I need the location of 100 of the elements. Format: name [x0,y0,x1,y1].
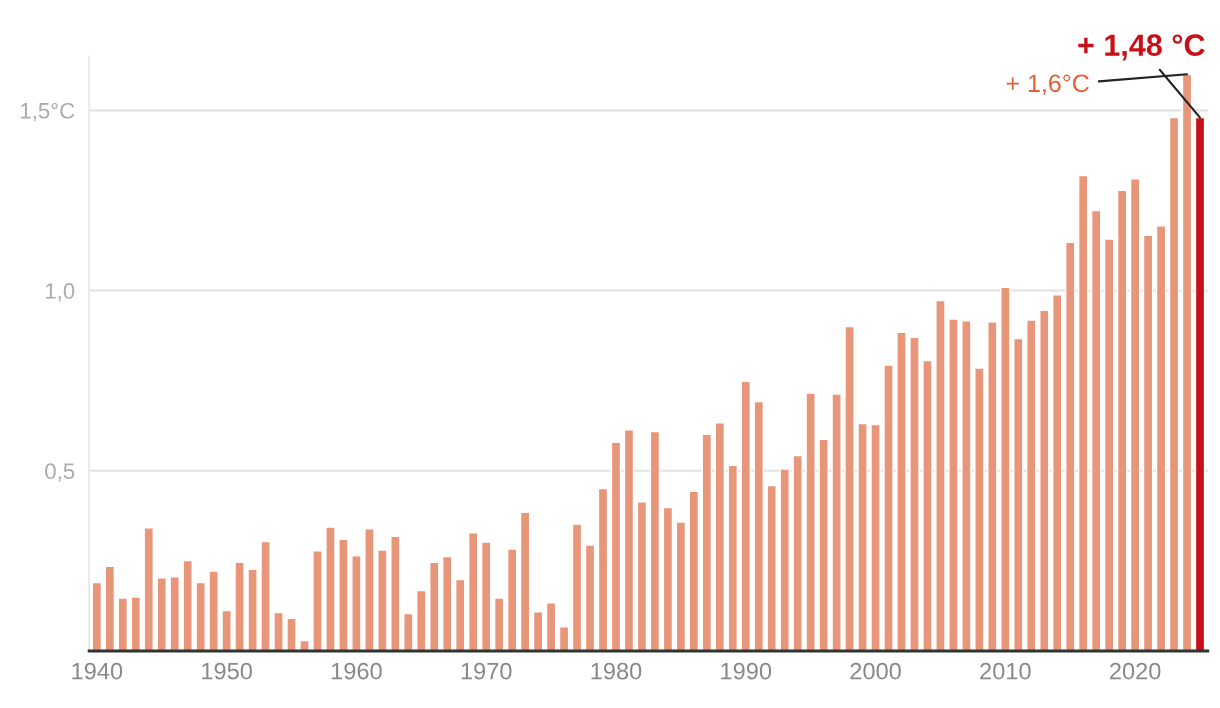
bar [935,299,946,652]
bar [1168,116,1180,652]
bar [325,526,336,652]
bar [792,454,803,652]
bar [1064,241,1076,652]
bar [390,535,401,652]
bar [909,336,920,652]
bar [740,380,752,652]
bar [286,617,297,652]
bar [649,430,661,652]
bar [273,611,284,652]
y-tick-label: 0,5 [45,463,75,482]
bar [338,538,349,652]
bar [961,320,972,652]
bar [1116,189,1128,652]
bar [857,422,868,652]
bar [558,626,570,652]
bar [467,532,479,652]
bar [1194,116,1206,652]
bar [403,612,414,652]
bar [571,523,583,652]
bar [1026,319,1037,652]
bar [351,555,362,652]
bar [636,501,648,652]
bar [260,540,271,652]
bar [247,568,258,652]
bar [1129,178,1141,652]
bar [818,438,829,652]
bar [182,559,193,652]
bar [584,544,596,652]
bar [1039,309,1050,652]
bar [221,609,232,652]
bar [532,611,544,652]
bar [104,565,116,652]
bar [1103,238,1115,652]
bar [156,577,167,652]
bar [701,433,713,652]
bar [377,549,388,652]
bar [987,321,998,652]
bar [870,423,881,652]
bar [779,468,790,652]
bar [922,359,933,652]
bar [896,331,907,652]
bar [662,506,674,652]
x-tick-label: 1970 [461,662,512,680]
bar [299,639,310,652]
x-tick-label: 2020 [1110,662,1161,680]
annotation: + 1,6°C [1006,74,1089,96]
bar [883,364,894,652]
x-tick-label: 1940 [72,662,123,680]
bar [1181,73,1193,652]
bar [1090,209,1102,652]
bar [1052,294,1063,652]
bar [1000,286,1011,652]
bar [429,561,440,652]
bar [442,555,453,652]
bar [545,602,557,652]
bar [714,422,726,652]
x-tick-label: 1960 [331,662,382,680]
bar [234,561,245,652]
y-tick-label: 1,0 [45,283,75,302]
y-tick-label: 1,5°C [21,102,75,122]
bar [1077,174,1089,652]
bar [688,490,700,652]
x-tick-label: 2010 [980,662,1031,680]
bar [753,400,764,652]
bar [831,393,842,652]
bar [480,541,492,652]
bar [948,318,959,652]
bar [455,578,466,652]
bar [844,325,855,652]
bar [208,570,219,652]
bar [195,581,206,652]
bar [974,367,985,652]
bar [493,597,505,652]
bar [597,487,609,652]
bar [312,550,323,652]
bar [623,429,635,652]
bar [766,484,777,652]
bar [727,464,739,652]
bar [675,521,687,652]
bar [610,441,622,652]
bar [117,597,129,652]
bar [416,589,427,652]
x-tick-label: 1950 [202,662,252,680]
x-tick-label: 1990 [721,662,772,680]
bar [506,548,518,652]
bar [364,528,375,652]
bar [1013,337,1024,652]
annotation: + 1,48 °C [1078,34,1205,61]
bar [169,576,180,652]
bar [805,392,816,652]
bar [519,511,531,652]
bar [130,596,142,652]
bar [143,527,154,652]
x-tick-label: 1980 [591,662,642,680]
bar [1155,224,1167,652]
x-tick-label: 2000 [850,662,901,680]
bar [1142,234,1154,652]
bar [91,581,103,652]
